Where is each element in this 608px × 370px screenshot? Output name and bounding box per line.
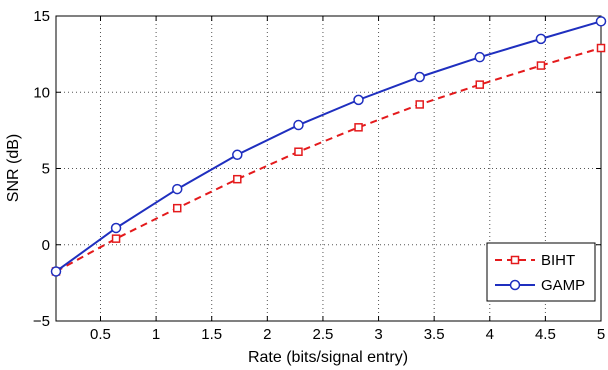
x-tick-label: 4 xyxy=(486,326,494,343)
data-point-gamp xyxy=(50,266,62,277)
data-point-gamp xyxy=(595,16,607,27)
data-point-biht xyxy=(172,203,182,213)
legend-marker-biht xyxy=(510,255,520,265)
data-point-biht xyxy=(233,174,242,184)
x-tick-label: 5 xyxy=(597,326,605,343)
x-tick-label: 2 xyxy=(263,326,271,343)
legend-marker-point-gamp xyxy=(509,279,521,291)
y-tick-label: −5 xyxy=(33,313,50,330)
data-point-biht xyxy=(354,123,363,132)
x-tick-label: 3.5 xyxy=(424,326,445,343)
data-point-gamp xyxy=(293,119,304,131)
legend-label-gamp: GAMP xyxy=(541,277,585,294)
data-series xyxy=(50,16,607,277)
data-point-biht xyxy=(415,100,424,109)
x-tick-label: 4.5 xyxy=(535,326,556,343)
legend-marker-point-biht xyxy=(510,255,520,265)
data-point-gamp xyxy=(353,94,364,106)
y-tick-label: 0 xyxy=(42,237,50,254)
series-biht xyxy=(51,43,606,276)
x-tick-label: 1 xyxy=(152,326,160,343)
axis-ticks: 0.5 1 1.5 2 2.5 3 3.5 4 4.5 5 −5 0 5 10 15 xyxy=(33,8,605,343)
series-gamp xyxy=(50,16,607,277)
data-point-gamp xyxy=(232,149,243,161)
data-point-biht xyxy=(536,61,546,70)
series-line-gamp xyxy=(55,20,602,273)
x-tick-label: 0.5 xyxy=(90,326,111,343)
x-tick-label: 2.5 xyxy=(313,326,334,343)
legend-label-biht: BIHT xyxy=(541,252,575,269)
y-tick-label: 10 xyxy=(33,84,50,101)
data-point-gamp xyxy=(110,222,122,234)
data-point-gamp xyxy=(535,33,547,45)
y-tick-label: 15 xyxy=(33,8,50,25)
data-point-biht xyxy=(111,234,121,243)
x-tick-label: 3 xyxy=(374,326,382,343)
x-tick-label: 1.5 xyxy=(201,326,222,343)
x-axis-label: Rate (bits/signal entry) xyxy=(248,349,408,366)
y-axis-label: SNR (dB) xyxy=(5,134,22,202)
data-point-biht xyxy=(294,147,303,156)
data-point-gamp xyxy=(474,51,486,63)
legend-box xyxy=(486,242,596,302)
data-point-biht xyxy=(475,80,485,89)
y-tick-label: 5 xyxy=(42,161,50,178)
data-point-gamp xyxy=(414,71,425,83)
legend-marker-gamp xyxy=(509,279,521,291)
legend: BIHT GAMP xyxy=(486,242,596,302)
data-point-gamp xyxy=(171,183,183,195)
data-point-biht xyxy=(596,43,606,53)
series-line-biht xyxy=(55,47,602,273)
